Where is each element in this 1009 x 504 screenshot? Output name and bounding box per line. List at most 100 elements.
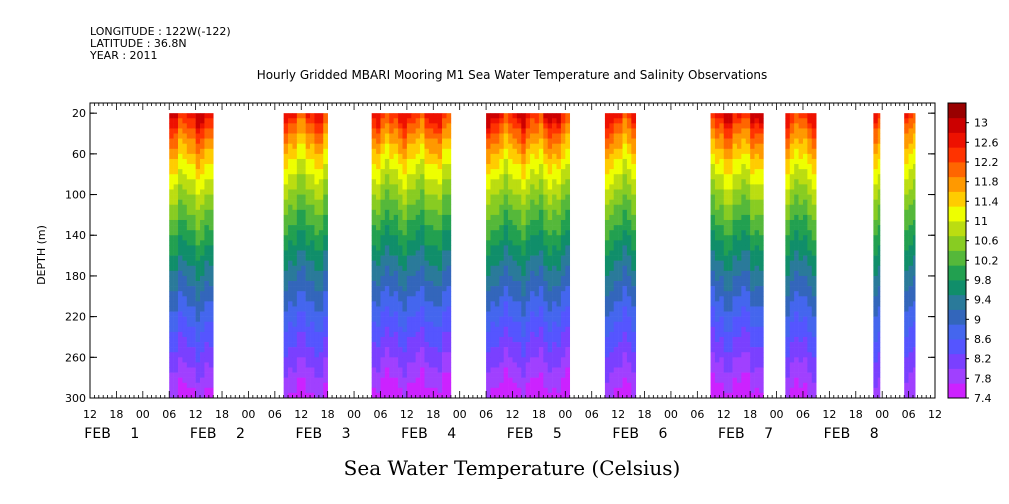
data-cell — [305, 219, 311, 226]
data-cell — [877, 189, 881, 195]
data-cell — [802, 255, 808, 261]
data-cell — [802, 209, 808, 216]
data-cell — [908, 265, 914, 272]
data-cell — [750, 245, 755, 251]
data-cell — [301, 235, 306, 241]
data-cell — [305, 342, 311, 348]
data-cell — [182, 347, 188, 353]
data-cell — [604, 260, 610, 267]
data-cell — [618, 316, 623, 323]
data-cell — [604, 291, 610, 297]
data-cell — [508, 326, 513, 333]
data-cell — [794, 225, 799, 231]
data-cell — [178, 306, 183, 312]
data-cell — [565, 169, 571, 175]
data-cell — [873, 357, 879, 363]
data-cell — [736, 184, 742, 190]
data-cell — [618, 377, 623, 384]
data-cell — [318, 255, 324, 261]
data-cell — [437, 260, 443, 267]
data-cell — [794, 199, 799, 206]
data-cell — [305, 204, 311, 211]
data-cell — [811, 387, 817, 394]
data-cell — [631, 214, 637, 221]
data-cell — [415, 372, 421, 378]
data-cell — [503, 143, 509, 150]
data-cell — [750, 214, 755, 221]
data-cell — [380, 153, 386, 160]
data-cell — [807, 133, 813, 139]
data-cell — [310, 296, 315, 302]
data-cell — [728, 291, 733, 297]
data-cell — [710, 270, 716, 277]
data-cell — [292, 148, 298, 155]
data-cell — [195, 311, 201, 317]
data-cell — [560, 194, 566, 200]
data-cell — [288, 219, 293, 226]
data-cell — [195, 326, 201, 333]
data-cell — [173, 204, 179, 211]
data-cell — [420, 301, 425, 307]
data-cell — [714, 362, 720, 368]
data-cell — [736, 357, 742, 363]
data-cell — [604, 326, 610, 333]
data-cell — [323, 133, 328, 139]
data-cell — [310, 245, 315, 251]
data-cell — [323, 311, 328, 317]
data-cell — [323, 275, 328, 282]
data-cell — [398, 184, 403, 190]
data-cell — [873, 148, 879, 155]
data-cell — [494, 230, 500, 236]
data-cell — [420, 342, 425, 348]
data-cell — [411, 255, 416, 261]
data-cell — [631, 184, 637, 190]
data-cell — [310, 148, 315, 155]
data-cell — [565, 194, 571, 200]
data-cell — [186, 113, 192, 119]
data-cell — [626, 164, 632, 170]
data-cell — [758, 123, 764, 129]
data-cell — [626, 387, 632, 394]
data-cell — [613, 158, 619, 165]
data-cell — [794, 342, 799, 348]
data-cell — [301, 133, 306, 139]
data-cell — [754, 194, 760, 200]
data-cell — [732, 209, 738, 216]
data-cell — [411, 138, 416, 144]
data-cell — [719, 169, 725, 175]
data-cell — [745, 143, 751, 150]
data-cell — [490, 301, 496, 307]
data-cell — [741, 357, 747, 363]
data-cell — [318, 184, 324, 190]
data-cell — [750, 316, 755, 323]
data-cell — [912, 281, 916, 287]
data-cell — [398, 387, 403, 394]
data-cell — [785, 367, 791, 373]
data-cell — [750, 143, 755, 150]
data-cell — [314, 153, 320, 160]
data-cell — [415, 367, 421, 373]
data-cell — [912, 372, 916, 378]
data-cell — [512, 245, 518, 251]
data-cell — [428, 286, 434, 292]
data-cell — [530, 392, 535, 399]
data-cell — [798, 235, 804, 241]
data-cell — [376, 281, 381, 287]
data-cell — [556, 118, 562, 124]
data-cell — [200, 342, 205, 348]
data-cell — [389, 245, 394, 251]
data-cell — [406, 321, 412, 328]
data-cell — [442, 372, 447, 378]
data-cell — [499, 342, 504, 348]
data-cell — [728, 311, 733, 317]
data-cell — [442, 291, 447, 297]
data-cell — [714, 342, 720, 348]
data-cell — [741, 230, 747, 236]
data-cell — [873, 204, 879, 211]
data-cell — [508, 245, 513, 251]
data-cell — [398, 194, 403, 200]
data-cell — [912, 382, 916, 389]
data-cell — [420, 291, 425, 297]
data-cell — [613, 143, 619, 150]
data-cell — [512, 153, 518, 160]
